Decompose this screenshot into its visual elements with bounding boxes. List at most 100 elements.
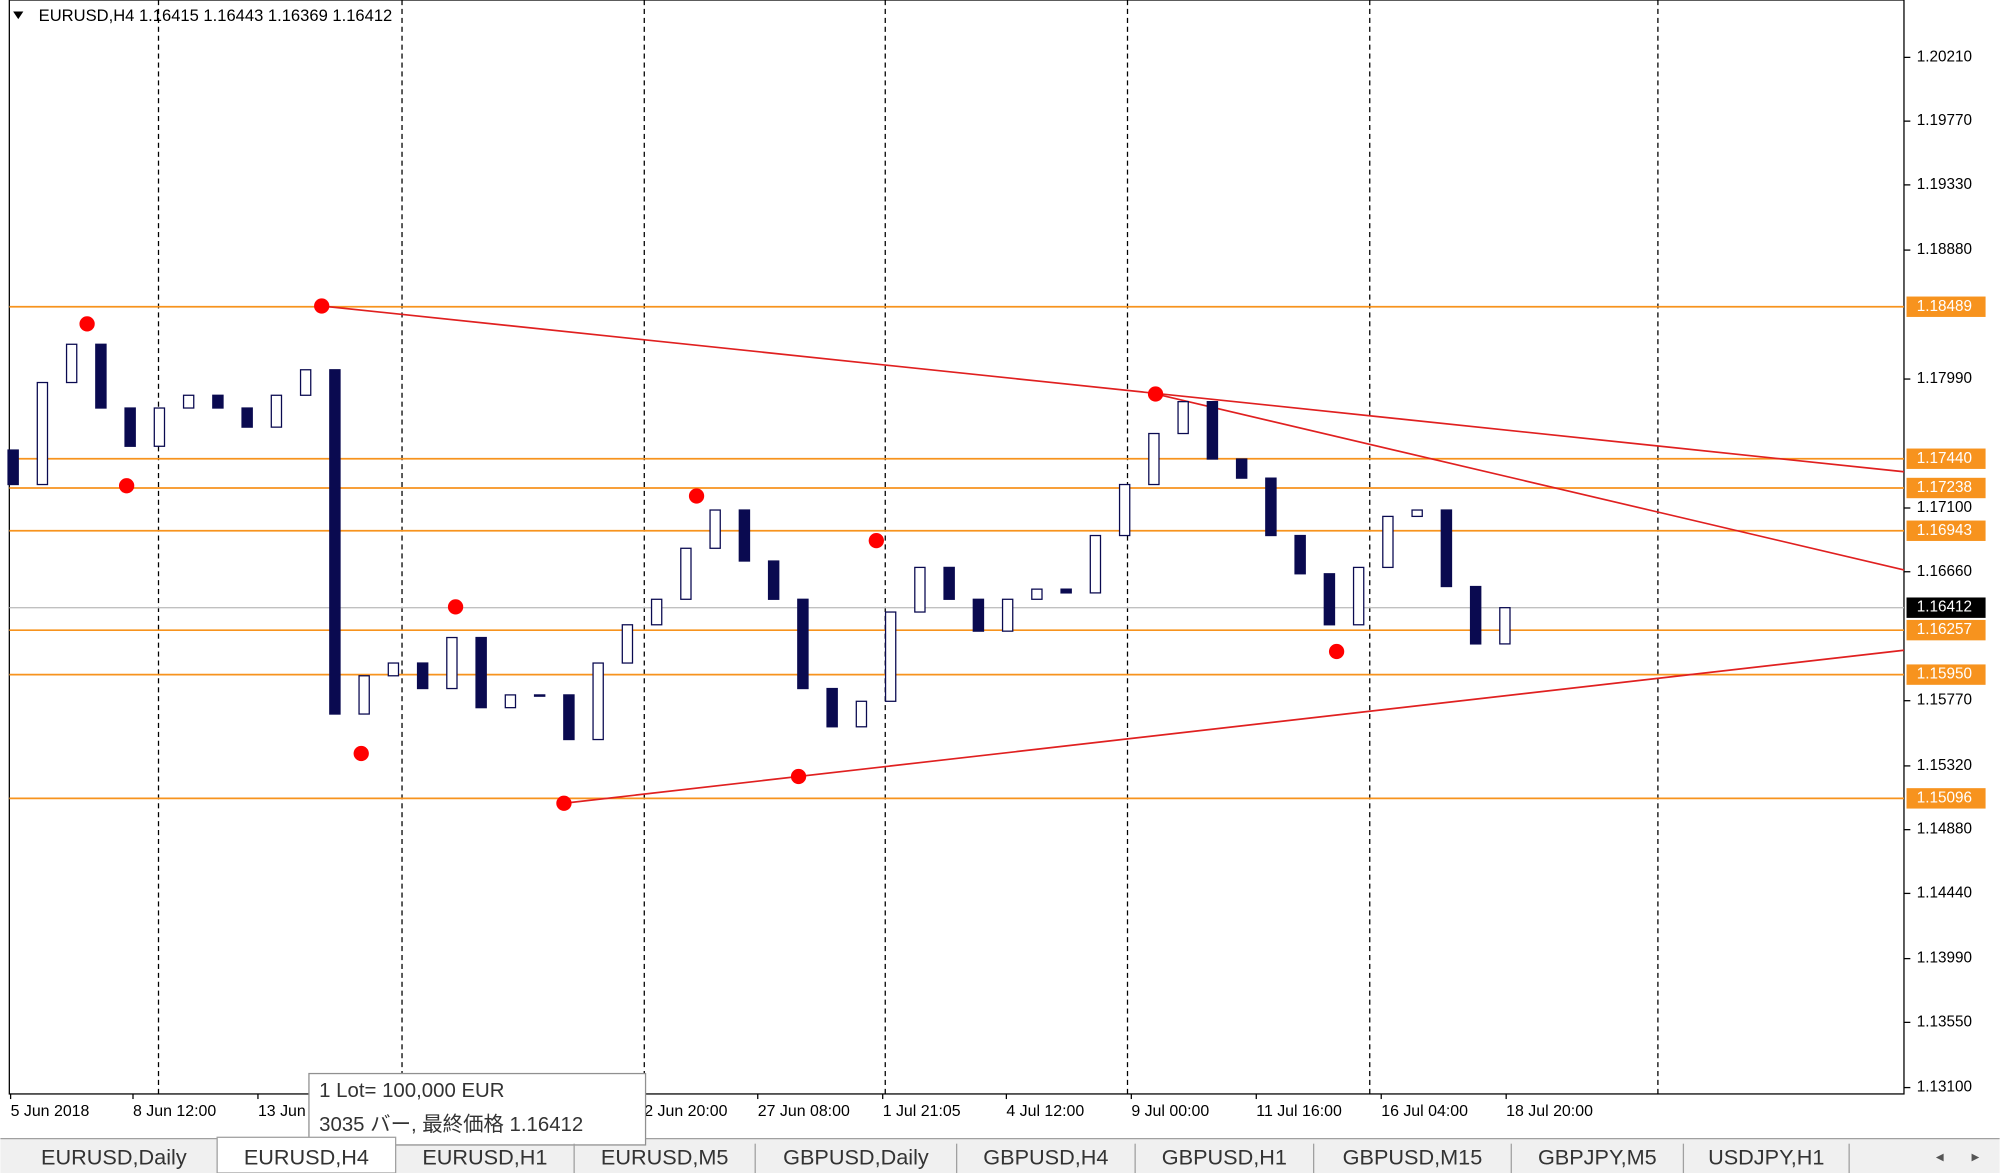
candle-body	[797, 598, 809, 690]
tab-label[interactable]: EURUSD,H1	[422, 1145, 547, 1170]
candle-body	[212, 394, 224, 409]
tooltip-line: 1 Lot= 100,000 EUR	[319, 1080, 504, 1102]
price-tick-label: 1.16660	[1917, 563, 1972, 580]
candle-body	[1440, 509, 1453, 588]
tab-label[interactable]: GBPJPY,M5	[1538, 1145, 1657, 1170]
price-tick-label: 1.14440	[1917, 884, 1972, 901]
tab-label[interactable]: EURUSD,M5	[601, 1145, 729, 1170]
time-label: 13 Jun	[258, 1103, 306, 1120]
candle-body	[95, 343, 107, 409]
candle-body	[153, 407, 166, 447]
candle-body	[475, 636, 487, 709]
candle-body	[329, 369, 341, 715]
candle-body	[1031, 588, 1043, 600]
candle-body	[446, 636, 458, 690]
time-label: 18 Jul 20:00	[1506, 1103, 1593, 1120]
swing-point	[688, 488, 705, 504]
candle-body	[1089, 534, 1102, 594]
candle-body	[1294, 534, 1306, 575]
tab-label[interactable]: EURUSD,Daily	[41, 1145, 187, 1170]
time-label: 16 Jul 04:00	[1381, 1103, 1468, 1120]
candle-body	[1469, 585, 1482, 645]
time-label: 9 Jul 00:00	[1131, 1103, 1209, 1120]
current-price-label: 1.16412	[1917, 599, 1972, 616]
current-price-tag	[1906, 597, 1986, 618]
trendline	[321, 305, 1905, 473]
time-label: 11 Jul 16:00	[1256, 1103, 1342, 1120]
price-tick-label: 1.13100	[1917, 1079, 1972, 1096]
candle-body	[738, 509, 751, 562]
price-level-tag	[1906, 296, 1986, 317]
candle-body	[943, 566, 955, 600]
candle-body	[387, 662, 400, 677]
tooltip-box	[308, 1072, 647, 1146]
price-level-tag	[1906, 448, 1986, 469]
candle-body	[416, 662, 429, 690]
swing-point	[118, 478, 135, 494]
candle-body	[358, 675, 370, 715]
candle-body	[914, 566, 926, 613]
candle-body	[7, 449, 19, 486]
candle-body	[241, 407, 253, 428]
price-tick-label: 1.17990	[1917, 370, 1972, 387]
tab-label[interactable]: EURUSD,H4	[244, 1145, 369, 1170]
price-tick-label: 1.20210	[1917, 48, 1972, 65]
price-level-label: 1.17238	[1917, 479, 1972, 496]
candle-body	[1235, 458, 1248, 479]
candle-body	[1206, 401, 1219, 460]
swing-point	[447, 599, 464, 615]
price-level-label: 1.15950	[1917, 666, 1972, 683]
swing-point	[314, 298, 330, 314]
candle-body	[1265, 477, 1277, 537]
tab-scroll-right: ▸	[1972, 1149, 1980, 1166]
plot-frame	[8, 0, 1905, 1095]
price-level-tag	[1906, 619, 1986, 641]
tab-label[interactable]: GBPUSD,H4	[983, 1145, 1108, 1170]
candle-body	[36, 381, 49, 486]
time-label: 4 Jul 12:00	[1006, 1103, 1084, 1120]
candle-body	[504, 694, 517, 709]
swing-point	[1147, 386, 1164, 402]
price-tick-label: 1.15770	[1917, 692, 1972, 709]
tab-active-bg	[216, 1136, 397, 1173]
candle-body	[65, 343, 78, 384]
candle-body	[884, 611, 897, 702]
tab-label[interactable]: USDJPY,H1	[1708, 1145, 1824, 1170]
symbol-line: EURUSD,H4 1.16415 1.16443 1.16369 1.1641…	[39, 6, 393, 25]
candle-body	[1118, 483, 1131, 537]
candle-body	[972, 598, 985, 632]
candle-body	[680, 547, 692, 600]
price-level-label: 1.18489	[1917, 298, 1972, 315]
candle-body	[767, 560, 780, 600]
swing-point	[790, 768, 807, 785]
tooltip-line: 3035 バー, 最終価格 1.16412	[319, 1113, 583, 1136]
time-label: 1 Jul 21:05	[883, 1103, 961, 1120]
candle-body	[621, 624, 634, 664]
candle-body	[533, 694, 546, 697]
candle-body	[299, 369, 312, 396]
tab-label[interactable]: GBPUSD,H1	[1162, 1145, 1287, 1170]
trendline	[1155, 393, 1905, 571]
tab-label[interactable]: GBPUSD,M15	[1343, 1145, 1483, 1170]
price-level-tag	[1906, 477, 1986, 499]
candle-body	[650, 598, 663, 626]
price-level-label: 1.16257	[1917, 621, 1972, 638]
menu-arrow[interactable]	[13, 11, 24, 20]
swing-point	[868, 532, 884, 549]
price-tick-label: 1.13550	[1917, 1013, 1972, 1030]
time-label: 2 Jun 20:00	[644, 1103, 727, 1120]
candle-body	[1060, 588, 1072, 594]
tab-scroll-left: ◂	[1936, 1149, 1944, 1166]
candle-body	[1001, 598, 1014, 632]
candle-body	[709, 509, 721, 549]
price-level-label: 1.15096	[1917, 789, 1972, 806]
price-tick-label: 1.19770	[1917, 112, 1972, 129]
price-tick-label: 1.13990	[1917, 950, 1972, 967]
candle-body	[592, 662, 604, 741]
candle-body	[1352, 566, 1365, 626]
candle-body	[182, 394, 195, 409]
trendline	[563, 649, 1905, 805]
candle-body	[855, 700, 868, 728]
candle-body	[1411, 509, 1423, 518]
tab-label[interactable]: GBPUSD,Daily	[783, 1145, 929, 1170]
